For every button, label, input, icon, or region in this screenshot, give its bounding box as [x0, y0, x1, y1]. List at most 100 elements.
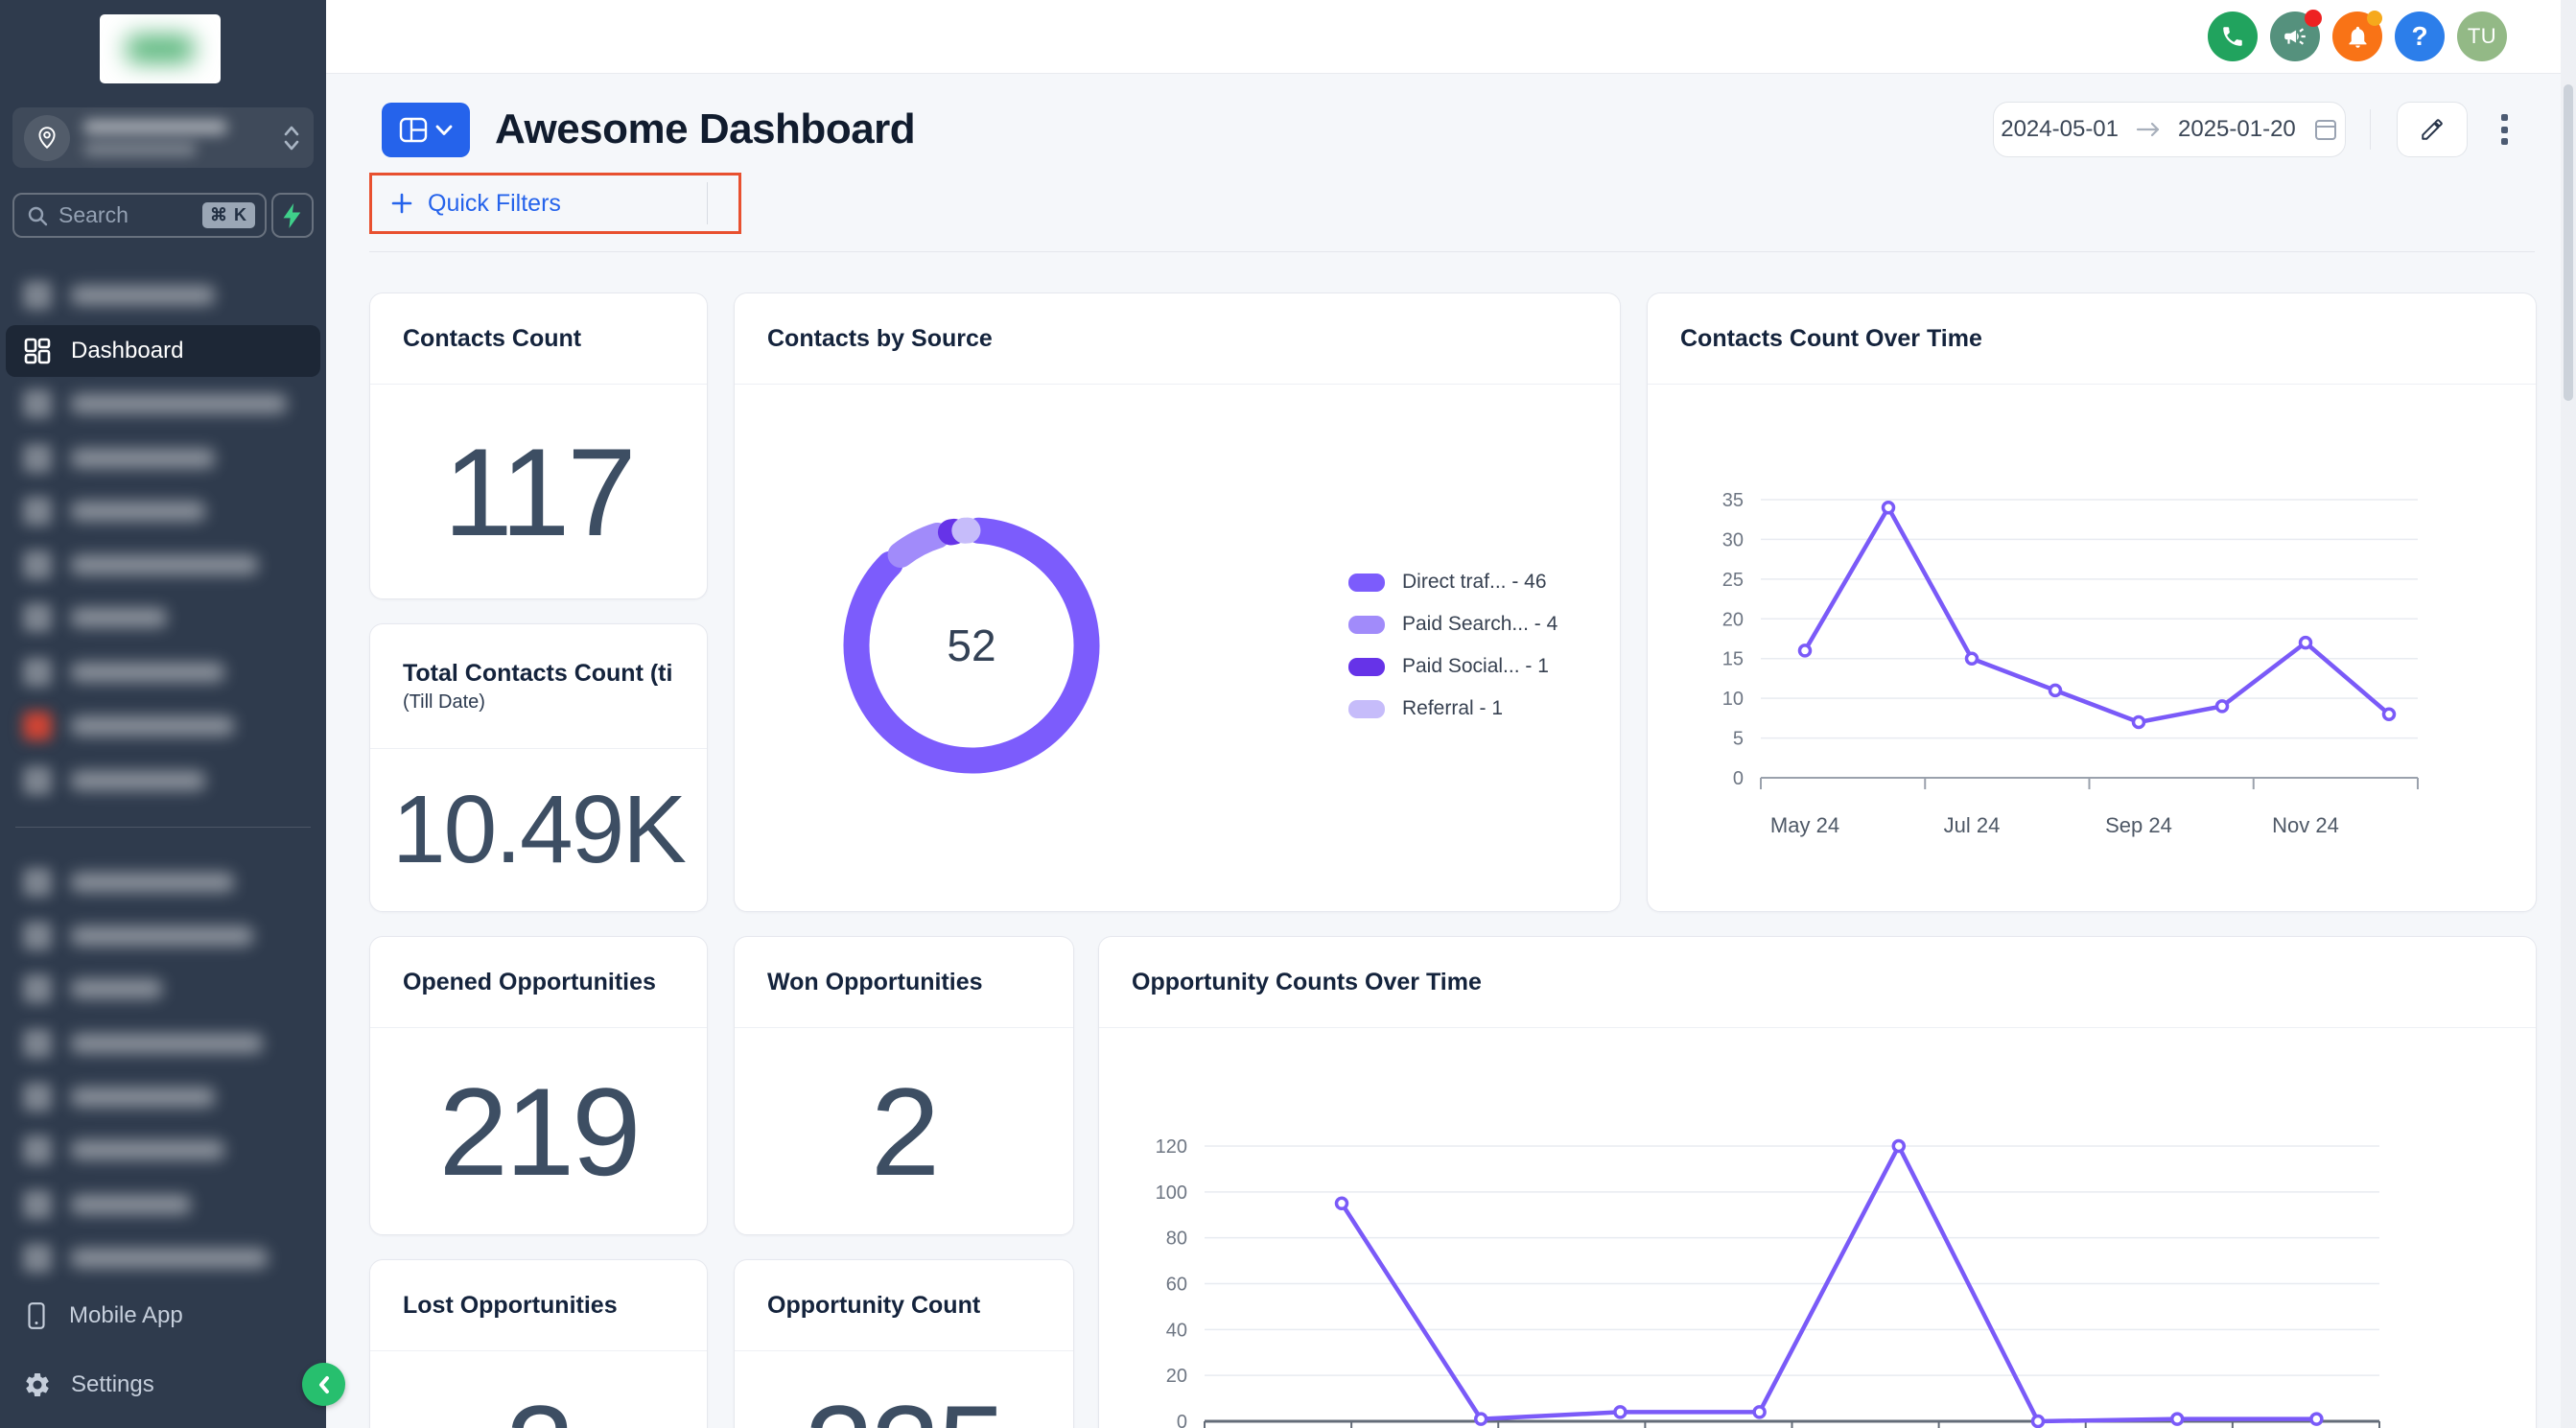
legend-item[interactable]: Paid Social... - 1: [1348, 645, 1557, 688]
contacts-count-line-chart: 0 5 10 15 20 25 30 35 May 24 Jul 24 Sep 24 Nov 24: [1722, 490, 2419, 837]
sidebar-item-redacted[interactable]: [0, 269, 326, 322]
redacted-label: [71, 979, 162, 998]
arrow-right-icon: [2136, 122, 2160, 137]
quick-filters-button[interactable]: Quick Filters: [372, 190, 707, 218]
main-content: Awesome Dashboard Quick Filters 2024-05-…: [326, 74, 2576, 1428]
card-title: Opened Opportunities: [403, 968, 656, 995]
redacted-icon: [23, 389, 52, 418]
svg-text:May 24: May 24: [1770, 813, 1839, 837]
sidebar-item-redacted[interactable]: [0, 1070, 326, 1124]
quick-filters-label: Quick Filters: [428, 189, 561, 217]
sidebar-item-redacted[interactable]: [0, 645, 326, 699]
edit-dashboard-button[interactable]: [2397, 102, 2468, 157]
legend-item[interactable]: Paid Search... - 4: [1348, 603, 1557, 645]
won-opportunities-value: 2: [870, 1061, 940, 1202]
announcements-button[interactable]: [2270, 10, 2322, 61]
contacts-by-source-donut: 52: [843, 517, 1100, 774]
dashboard-picker-button[interactable]: [382, 103, 470, 157]
agency-logo: [100, 14, 221, 83]
search-placeholder: Search: [59, 202, 129, 227]
sidebar-item-redacted[interactable]: [0, 1017, 326, 1070]
notifications-button[interactable]: [2332, 11, 2382, 61]
svg-text:20: 20: [1722, 609, 1744, 630]
svg-text:0: 0: [1177, 1412, 1187, 1428]
unread-dot: [2305, 10, 2322, 27]
card-contacts-count: Contacts Count 117: [369, 293, 708, 599]
redacted-label: [71, 555, 258, 574]
more-options-button[interactable]: [2495, 110, 2513, 149]
plus-icon: [391, 193, 412, 214]
svg-text:5: 5: [1733, 729, 1744, 750]
sidebar-item-redacted[interactable]: [0, 591, 326, 644]
redacted-label: [71, 1249, 268, 1268]
sidebar-item-redacted[interactable]: [0, 909, 326, 963]
sidebar-item-label: Dashboard: [71, 338, 184, 363]
sidebar-item-redacted[interactable]: [0, 484, 326, 538]
card-lost-opportunities: Lost Opportunities 2: [369, 1259, 708, 1428]
redacted-label: [71, 1034, 263, 1053]
redacted-label: [71, 394, 287, 413]
sidebar-item-redacted[interactable]: [0, 1178, 326, 1231]
card-title: Contacts by Source: [767, 324, 993, 352]
megaphone-icon: [2284, 28, 2306, 45]
svg-text:60: 60: [1166, 1275, 1187, 1296]
bell-icon: [2349, 26, 2366, 48]
card-subtitle: (Till Date): [403, 691, 485, 713]
svg-text:120: 120: [1156, 1136, 1187, 1158]
calendar-icon: [2314, 120, 2336, 140]
quick-actions-button[interactable]: [271, 193, 314, 238]
sidebar-item-mobile-app[interactable]: Mobile App: [0, 1289, 326, 1343]
sidebar-item-redacted[interactable]: [0, 699, 326, 753]
sidebar-item-label: Mobile App: [69, 1302, 183, 1328]
mobile-phone-icon: [28, 1302, 45, 1329]
scrollbar-thumb[interactable]: [2564, 84, 2573, 401]
help-button[interactable]: ?: [2395, 12, 2445, 61]
legend-item[interactable]: Direct traf... - 46: [1348, 561, 1557, 603]
card-title: Won Opportunities: [767, 968, 983, 995]
card-title: Opportunity Count: [767, 1291, 981, 1319]
chevron-left-icon: [318, 1375, 329, 1393]
card-title: Contacts Count Over Time: [1680, 324, 1982, 352]
svg-text:35: 35: [1722, 490, 1744, 511]
sidebar-item-redacted[interactable]: [0, 754, 326, 808]
account-name-redacted: [83, 120, 281, 155]
legend-label: Referral - 1: [1402, 697, 1504, 719]
sidebar-item-redacted[interactable]: [0, 432, 326, 485]
annotation-box: Quick Filters: [369, 173, 741, 234]
scrollbar[interactable]: [2561, 0, 2576, 1428]
sidebar-item-dashboard[interactable]: Dashboard: [6, 325, 320, 377]
redacted-label: [71, 663, 224, 682]
legend-item[interactable]: Referral - 1: [1348, 688, 1557, 730]
sidebar-item-redacted[interactable]: [0, 962, 326, 1016]
sidebar-divider: [15, 827, 311, 828]
redacted-icon: [23, 444, 52, 473]
sidebar-item-redacted[interactable]: [0, 1231, 326, 1285]
legend-label: Paid Search... - 4: [1402, 613, 1558, 635]
card-contacts-count-over-time: Contacts Count Over Time 0 5 10 15 20 25 30 35 M…: [1647, 293, 2537, 912]
page-title: Awesome Dashboard: [495, 105, 916, 152]
sidebar-item-redacted[interactable]: [0, 538, 326, 592]
redacted-label: [71, 1140, 224, 1159]
chevron-up-down-icon: [284, 126, 299, 150]
phone-button[interactable]: [2208, 12, 2258, 61]
legend-label: Paid Social... - 1: [1402, 655, 1549, 677]
account-switcher[interactable]: [12, 107, 314, 168]
sidebar-item-redacted[interactable]: [0, 377, 326, 431]
sidebar-item-redacted[interactable]: [0, 1123, 326, 1177]
sidebar-item-settings[interactable]: Settings: [0, 1358, 326, 1412]
date-range-input[interactable]: 2024-05-01 2025-01-20: [1993, 102, 2346, 157]
lost-opportunities-value: 2: [505, 1377, 574, 1428]
sidebar-collapse-button[interactable]: [302, 1363, 345, 1406]
notification-dot: [2367, 11, 2382, 26]
card-title: Contacts Count: [403, 324, 582, 352]
legend-swatch: [1348, 657, 1385, 676]
total-contacts-value: 10.49K: [392, 776, 687, 883]
redacted-icon: [23, 974, 52, 1003]
avatar[interactable]: TU: [2457, 12, 2507, 61]
donut-legend: Direct traf... - 46 Paid Search... - 4 Pai…: [1348, 561, 1557, 730]
search-shortcut-badge: ⌘ K: [202, 202, 255, 228]
sidebar-item-redacted[interactable]: [0, 855, 326, 909]
search-input[interactable]: Search ⌘ K: [12, 193, 267, 238]
card-opened-opportunities: Opened Opportunities 219: [369, 936, 708, 1235]
